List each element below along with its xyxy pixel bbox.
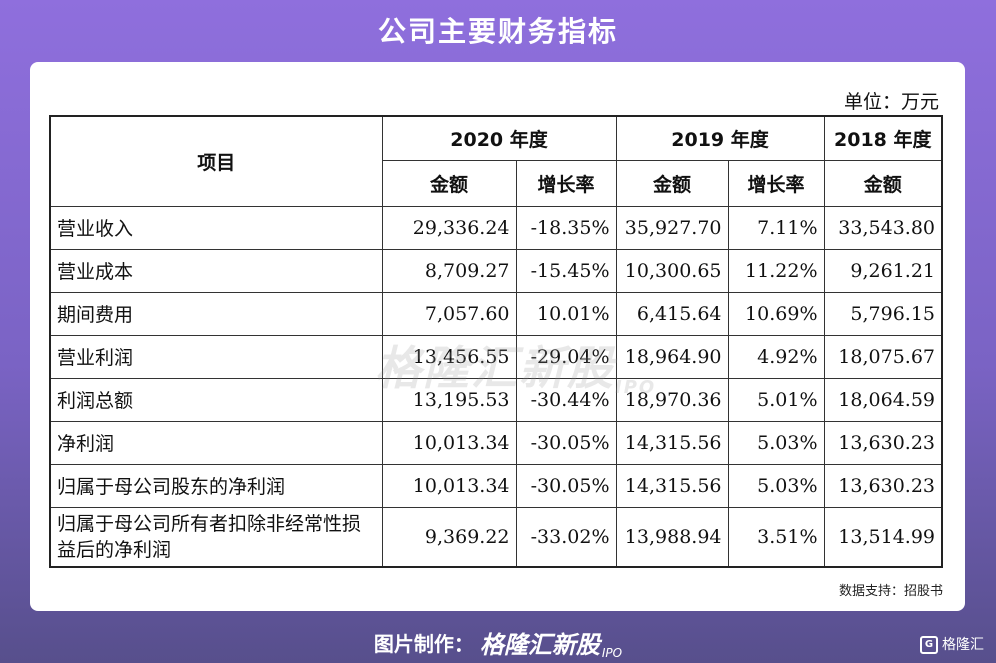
growth-header: 增长率: [727, 159, 825, 207]
row-label: 营业利润: [49, 334, 383, 379]
amount-2020: 29,336.24: [381, 205, 517, 250]
credit-label: 图片制作：: [373, 632, 474, 656]
amount-2018: 18,064.59: [823, 377, 943, 422]
year-header-2019: 2019 年度: [615, 115, 825, 161]
credit-ipo: IPO: [601, 646, 623, 660]
growth-2020: -30.05%: [515, 420, 617, 465]
year-header-2018: 2018 年度: [823, 115, 943, 161]
amount-2019: 14,315.56: [615, 420, 729, 465]
amount-2020: 7,057.60: [381, 291, 517, 336]
table-row: 利润总额 13,195.53 -30.44% 18,970.36 5.01% 1…: [49, 377, 943, 422]
growth-2020: -30.44%: [515, 377, 617, 422]
table-row: 归属于母公司所有者扣除非经常性损益后的净利润 9,369.22 -33.02% …: [49, 506, 943, 568]
amount-header: 金额: [381, 159, 517, 207]
amount-2018: 13,514.99: [823, 506, 943, 568]
growth-2019: 5.03%: [727, 420, 825, 465]
amount-2020: 9,369.22: [381, 506, 517, 568]
table-row: 营业成本 8,709.27 -15.45% 10,300.65 11.22% 9…: [49, 248, 943, 293]
amount-2018: 13,630.23: [823, 463, 943, 508]
amount-2018: 13,630.23: [823, 420, 943, 465]
table-row: 营业利润 13,456.55 -29.04% 18,964.90 4.92% 1…: [49, 334, 943, 379]
amount-2018: 33,543.80: [823, 205, 943, 250]
amount-2019: 14,315.56: [615, 463, 729, 508]
gelonghui-logo-icon: G: [920, 636, 938, 654]
growth-2019: 11.22%: [727, 248, 825, 293]
growth-2020: -18.35%: [515, 205, 617, 250]
growth-2020: -30.05%: [515, 463, 617, 508]
corner-logo-text: 格隆汇: [942, 637, 984, 653]
amount-2020: 13,195.53: [381, 377, 517, 422]
item-header: 项目: [49, 115, 383, 207]
financial-table: 项目 2020 年度 2019 年度 2018 年度 金额 增长率 金额 增长率…: [49, 115, 943, 568]
table-row: 营业收入 29,336.24 -18.35% 35,927.70 7.11% 3…: [49, 205, 943, 250]
row-label: 期间费用: [49, 291, 383, 336]
corner-logo: G 格隆汇: [920, 634, 984, 654]
table-row: 归属于母公司股东的净利润 10,013.34 -30.05% 14,315.56…: [49, 463, 943, 508]
growth-2020: -29.04%: [515, 334, 617, 379]
row-label: 归属于母公司股东的净利润: [49, 463, 383, 508]
table-row: 净利润 10,013.34 -30.05% 14,315.56 5.03% 13…: [49, 420, 943, 465]
year-header-2020: 2020 年度: [381, 115, 617, 161]
growth-2019: 5.03%: [727, 463, 825, 508]
row-label: 营业成本: [49, 248, 383, 293]
amount-2020: 8,709.27: [381, 248, 517, 293]
amount-2019: 6,415.64: [615, 291, 729, 336]
growth-2020: -33.02%: [515, 506, 617, 568]
amount-2019: 18,964.90: [615, 334, 729, 379]
credit-brand: 格隆汇新股: [479, 631, 600, 659]
table-card: 单位：万元 项目 2020 年度 2019 年度 2018 年度 金额 增长率 …: [30, 62, 965, 611]
amount-2019: 18,970.36: [615, 377, 729, 422]
page-title: 公司主要财务指标: [377, 15, 618, 48]
amount-2020: 10,013.34: [381, 420, 517, 465]
amount-2019: 13,988.94: [615, 506, 729, 568]
growth-2019: 7.11%: [727, 205, 825, 250]
amount-2019: 35,927.70: [615, 205, 729, 250]
growth-2020: 10.01%: [515, 291, 617, 336]
growth-2019: 4.92%: [727, 334, 825, 379]
amount-2018: 9,261.21: [823, 248, 943, 293]
growth-2019: 10.69%: [727, 291, 825, 336]
amount-header: 金额: [615, 159, 729, 207]
growth-header: 增长率: [515, 159, 617, 207]
row-label: 净利润: [49, 420, 383, 465]
table-row: 期间费用 7,057.60 10.01% 6,415.64 10.69% 5,7…: [49, 291, 943, 336]
amount-2020: 13,456.55: [381, 334, 517, 379]
row-label: 营业收入: [49, 205, 383, 250]
growth-2019: 3.51%: [727, 506, 825, 568]
row-label: 利润总额: [49, 377, 383, 422]
unit-label: 单位：万元: [843, 91, 939, 113]
data-source: 数据支持：招股书: [838, 584, 943, 599]
growth-2020: -15.45%: [515, 248, 617, 293]
amount-2020: 10,013.34: [381, 463, 517, 508]
amount-2019: 10,300.65: [615, 248, 729, 293]
amount-2018: 5,796.15: [823, 291, 943, 336]
image-credit: 图片制作： 格隆汇新股 IPO: [0, 625, 996, 660]
amount-2018: 18,075.67: [823, 334, 943, 379]
growth-2019: 5.01%: [727, 377, 825, 422]
amount-header: 金额: [823, 159, 943, 207]
row-label: 归属于母公司所有者扣除非经常性损益后的净利润: [49, 506, 383, 568]
